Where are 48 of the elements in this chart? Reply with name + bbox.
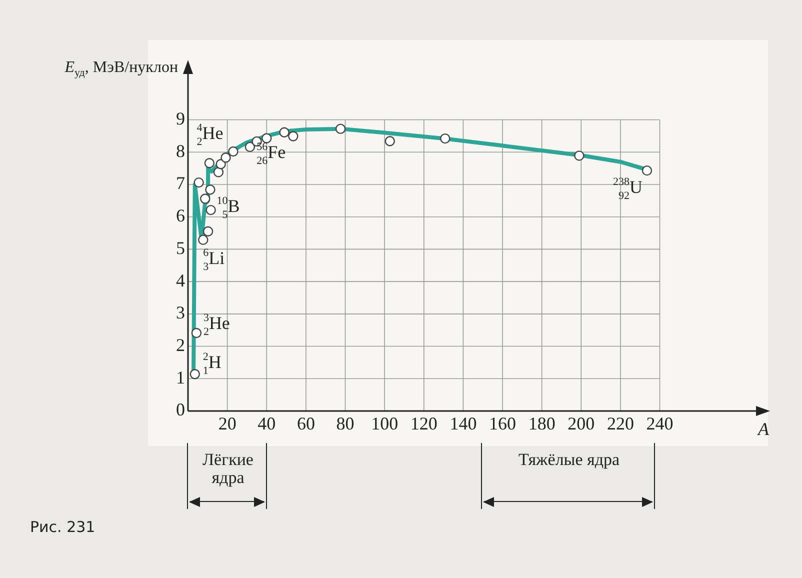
point: [213, 167, 224, 178]
x-axis-title: A: [758, 419, 769, 440]
point: [244, 142, 256, 152]
point: [206, 204, 216, 216]
x-tick-label: 200: [568, 414, 595, 434]
x-tick-label: 160: [489, 414, 516, 434]
x-tick-label: 40: [258, 414, 276, 434]
y-tick-label: 0: [176, 400, 185, 420]
point: [262, 133, 272, 144]
point: [191, 328, 202, 338]
point: [220, 152, 231, 163]
point: [198, 234, 208, 245]
x-tick-label: 60: [296, 414, 315, 434]
point: [202, 226, 214, 237]
x-tick-label: 180: [528, 414, 556, 434]
x-tick-label: 20: [218, 414, 236, 434]
x-tick-label: 120: [410, 414, 438, 434]
point: [194, 177, 204, 188]
point: [335, 124, 346, 134]
x-tick-label: 80: [336, 414, 354, 434]
y-axis-title: E$_{уд}$, МэВ/нуклон: [64, 58, 178, 80]
point: [200, 194, 210, 204]
x-tick-label: 240: [646, 414, 674, 434]
y-tick-label: 2: [176, 335, 185, 356]
y-tick-label: 6: [176, 206, 185, 226]
point: [279, 127, 290, 138]
x-tick-label: 140: [450, 414, 477, 434]
point: [574, 150, 584, 161]
text: Лёгкие ядра: [202, 450, 254, 487]
x-tick-label: 100: [371, 414, 398, 434]
point: [204, 158, 215, 168]
y-tick-label: 9: [176, 108, 185, 129]
y-tick-label: 5: [176, 238, 185, 258]
text: Рис. 231: [30, 518, 96, 536]
y-tick-label: 1: [176, 367, 185, 388]
y-tick-label: 3: [176, 302, 185, 323]
text: Тяжёлые ядра: [517, 450, 621, 469]
y-tick-label: 4: [176, 270, 185, 290]
point: [440, 133, 450, 144]
point: [642, 165, 652, 176]
point: [288, 131, 298, 142]
y-tick-label: 8: [176, 140, 185, 161]
point: [205, 184, 216, 195]
point: [190, 369, 200, 380]
point: [228, 146, 238, 157]
point: [384, 136, 395, 146]
y-tick-label: 7: [176, 173, 185, 194]
x-tick-label: 220: [606, 414, 634, 434]
